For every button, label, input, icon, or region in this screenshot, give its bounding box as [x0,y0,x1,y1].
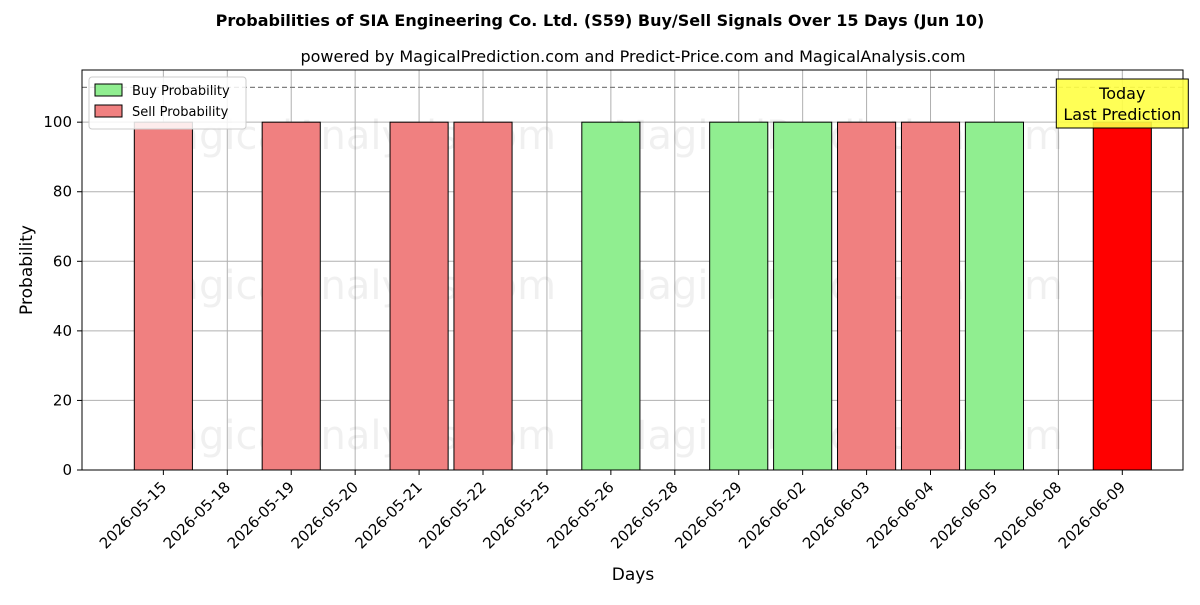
y-tick-label: 60 [53,252,72,270]
buy-bar [581,121,641,471]
chart-subtitle: powered by MagicalPrediction.com and Pre… [300,47,965,66]
y-tick-label: 0 [62,461,72,479]
x-tick-label: 2026-06-04 [863,478,937,552]
x-tick-label: 2026-05-26 [543,478,617,552]
sell-bar [133,121,193,471]
today-annotation: Today Last Prediction [1055,78,1189,129]
buy-bar [773,121,833,471]
legend-label: Sell Probability [132,105,229,120]
x-tick-label: 2026-06-08 [991,478,1065,552]
x-axis: 2026-05-152026-05-182026-05-192026-05-20… [96,470,1129,552]
x-tick-label: 2026-05-22 [415,478,489,552]
buy-bar [709,121,769,471]
x-tick-label: 2026-05-15 [96,478,170,552]
annotation-last-prediction-text: Last Prediction [1063,105,1181,124]
sell-bar [837,121,897,471]
legend-swatch [94,104,123,118]
bars [133,121,1152,471]
sell-bar [453,121,513,471]
legend-label: Buy Probability [132,84,230,99]
buy-bar [964,121,1025,471]
x-tick-label: 2026-05-28 [607,478,681,552]
y-tick-label: 40 [53,322,72,340]
y-tick-label: 80 [53,183,72,201]
legend: Buy Probability Sell Probability [88,76,247,130]
x-tick-label: 2026-05-21 [352,478,426,552]
y-tick-label: 20 [53,391,72,409]
x-tick-label: 2026-05-19 [224,478,298,552]
y-axis-label: Probability [17,225,37,315]
x-tick-label: 2026-06-02 [735,478,809,552]
x-tick-label: 2026-05-18 [160,478,234,552]
x-tick-label: 2026-06-03 [799,478,873,552]
y-tick-label: 100 [43,113,72,131]
legend-swatch [94,83,123,97]
sell-bar [261,121,321,471]
annotation-today-text: Today [1098,84,1145,103]
x-tick-label: 2026-06-05 [927,478,1001,552]
x-axis-label: Days [612,565,655,585]
sell-bar [900,121,961,471]
legend-box [88,76,247,130]
annotation-box [1055,78,1189,129]
x-tick-label: 2026-06-09 [1055,478,1129,552]
sell-bar [389,121,449,471]
y-axis: 0 20 40 60 80 100 [43,113,82,479]
chart-title: Probabilities of SIA Engineering Co. Ltd… [216,11,985,30]
sell-bar [1092,121,1152,471]
x-tick-label: 2026-05-29 [671,478,745,552]
plot-frame [81,69,1184,471]
x-tick-label: 2026-05-20 [288,478,362,552]
x-tick-label: 2026-05-25 [479,478,553,552]
